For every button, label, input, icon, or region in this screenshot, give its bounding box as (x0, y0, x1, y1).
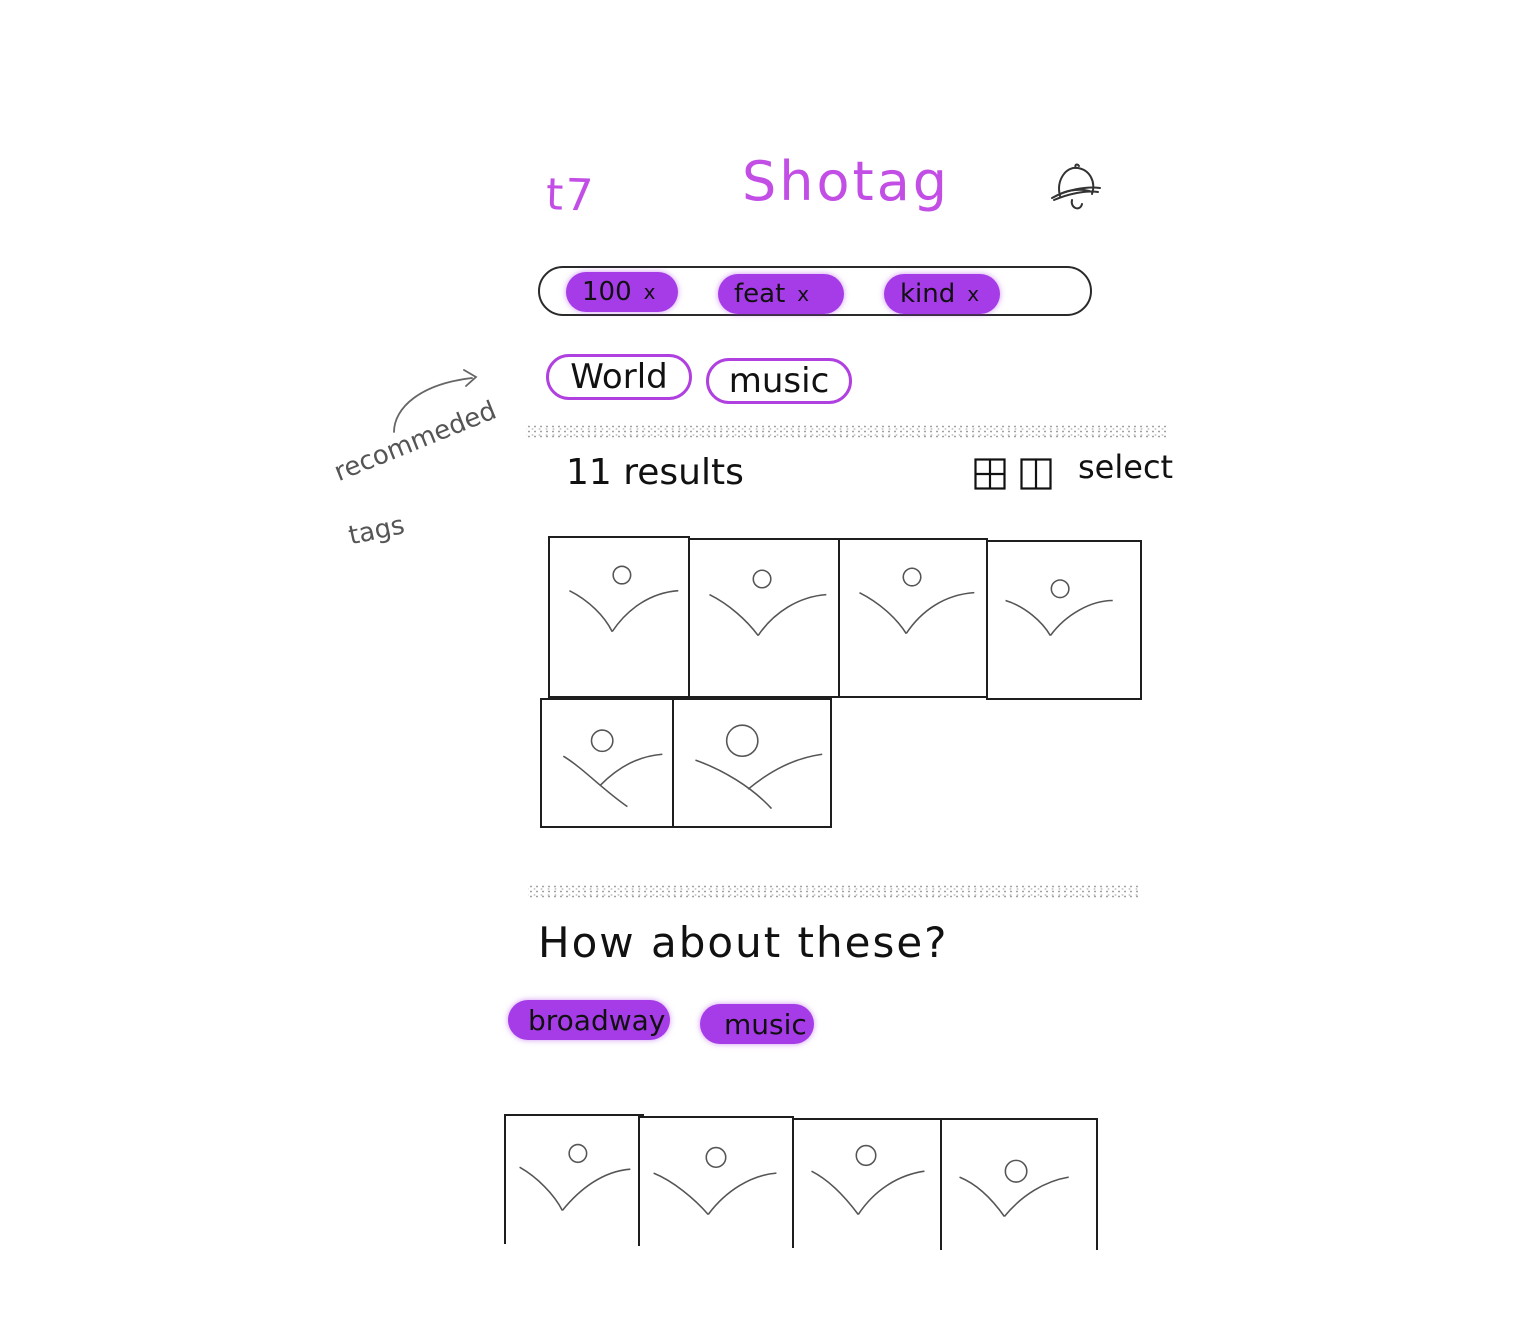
result-thumbnail[interactable] (548, 536, 690, 698)
search-chip-feat[interactable]: feat x (718, 274, 844, 314)
image-placeholder-icon (859, 567, 975, 635)
divider (526, 424, 1166, 440)
suggested-tag-music[interactable]: music (700, 1004, 814, 1044)
suggested-thumbnail[interactable] (638, 1116, 794, 1246)
close-icon[interactable]: x (967, 282, 980, 306)
image-placeholder-icon (695, 724, 823, 810)
recommended-tag-world[interactable]: World (546, 354, 692, 400)
result-thumbnail[interactable] (688, 538, 840, 698)
annotation-arrow-icon (380, 364, 490, 444)
recommended-tag-music[interactable]: music (706, 358, 852, 404)
select-button[interactable]: select (1078, 448, 1174, 486)
image-placeholder-icon (1005, 579, 1113, 637)
close-icon[interactable]: x (797, 282, 810, 306)
image-placeholder-icon (709, 569, 827, 637)
divider (528, 884, 1140, 900)
image-placeholder-icon (569, 565, 679, 633)
image-placeholder-icon (653, 1146, 777, 1216)
chip-label: 100 (582, 277, 632, 307)
logo-mark[interactable]: t7 (545, 169, 597, 222)
result-thumbnail[interactable] (838, 538, 988, 698)
result-thumbnail[interactable] (672, 698, 832, 828)
search-bar[interactable] (538, 266, 1092, 316)
search-chip-kind[interactable]: kind x (884, 274, 1000, 314)
split-view-icon[interactable] (1020, 458, 1052, 490)
image-placeholder-icon (811, 1144, 925, 1215)
suggested-thumbnail[interactable] (504, 1114, 644, 1244)
suggested-thumbnail[interactable] (792, 1118, 942, 1248)
image-placeholder-icon (519, 1143, 631, 1212)
chip-label: kind (900, 279, 956, 309)
close-icon[interactable]: x (643, 280, 656, 304)
suggestions-heading: How about these? (538, 918, 949, 967)
results-count: 11 results (566, 452, 744, 493)
app-title: Shotag (742, 150, 951, 213)
grid-view-icon[interactable] (974, 458, 1006, 490)
image-placeholder-icon (562, 729, 663, 808)
suggested-tag-broadway[interactable]: broadway (508, 1000, 670, 1040)
bell-icon[interactable] (1046, 160, 1104, 220)
chip-label: feat (734, 279, 786, 309)
annotation-label: tags (346, 510, 408, 552)
suggested-thumbnail[interactable] (940, 1118, 1098, 1250)
result-thumbnail[interactable] (540, 698, 676, 828)
result-thumbnail[interactable] (986, 540, 1142, 700)
image-placeholder-icon (959, 1159, 1069, 1218)
search-chip-100[interactable]: 100 x (566, 272, 678, 312)
